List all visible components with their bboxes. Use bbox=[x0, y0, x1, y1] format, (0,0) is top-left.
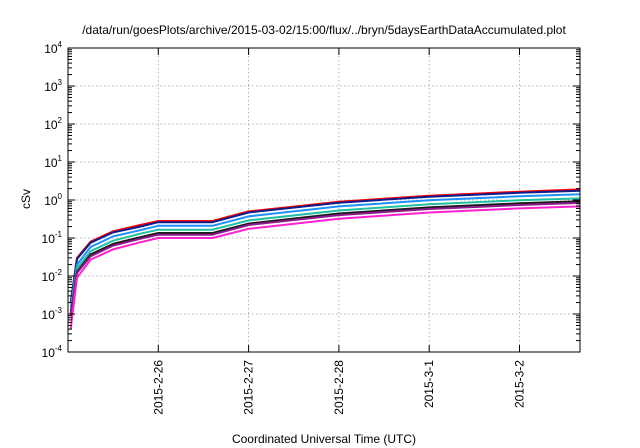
y-tick-labels: 10-4 10-3 10-2 10-1 100 101 102 103 104 bbox=[42, 40, 63, 360]
x-tick-label: 2015-2-26 bbox=[151, 360, 165, 415]
axis-ticks bbox=[68, 47, 580, 353]
y-tick-label: 10-2 bbox=[42, 268, 63, 284]
y-tick-label: 103 bbox=[44, 78, 62, 94]
x-tick-label: 2015-3-2 bbox=[512, 360, 526, 408]
series-line-6 bbox=[69, 201, 581, 316]
y-tick-label: 10-1 bbox=[42, 230, 63, 246]
grid bbox=[68, 48, 580, 352]
series-line-3 bbox=[69, 193, 581, 308]
y-tick-label: 102 bbox=[44, 116, 62, 132]
y-tick-label: 104 bbox=[44, 40, 62, 56]
y-tick-label: 100 bbox=[44, 192, 62, 208]
x-tick-labels: 2015-2-26 2015-2-27 2015-2-28 2015-3-1 2015-… bbox=[151, 360, 526, 415]
series-layer bbox=[69, 188, 581, 330]
x-tick-label: 2015-3-1 bbox=[422, 360, 436, 408]
series-line-7 bbox=[69, 205, 581, 330]
y-axis-label: cSv bbox=[19, 189, 33, 209]
series-line-2 bbox=[69, 189, 581, 303]
x-tick-label: 2015-2-28 bbox=[332, 360, 346, 415]
y-tick-label: 101 bbox=[44, 154, 62, 170]
x-axis-label: Coordinated Universal Time (UTC) bbox=[232, 432, 416, 446]
x-tick-label: 2015-2-27 bbox=[242, 360, 256, 415]
y-tick-label: 10-4 bbox=[42, 344, 63, 360]
series-line-5 bbox=[69, 200, 581, 315]
chart-title: /data/run/goesPlots/archive/2015-03-02/1… bbox=[82, 23, 566, 37]
series-line-4 bbox=[69, 197, 581, 312]
y-tick-label: 10-3 bbox=[42, 306, 63, 322]
